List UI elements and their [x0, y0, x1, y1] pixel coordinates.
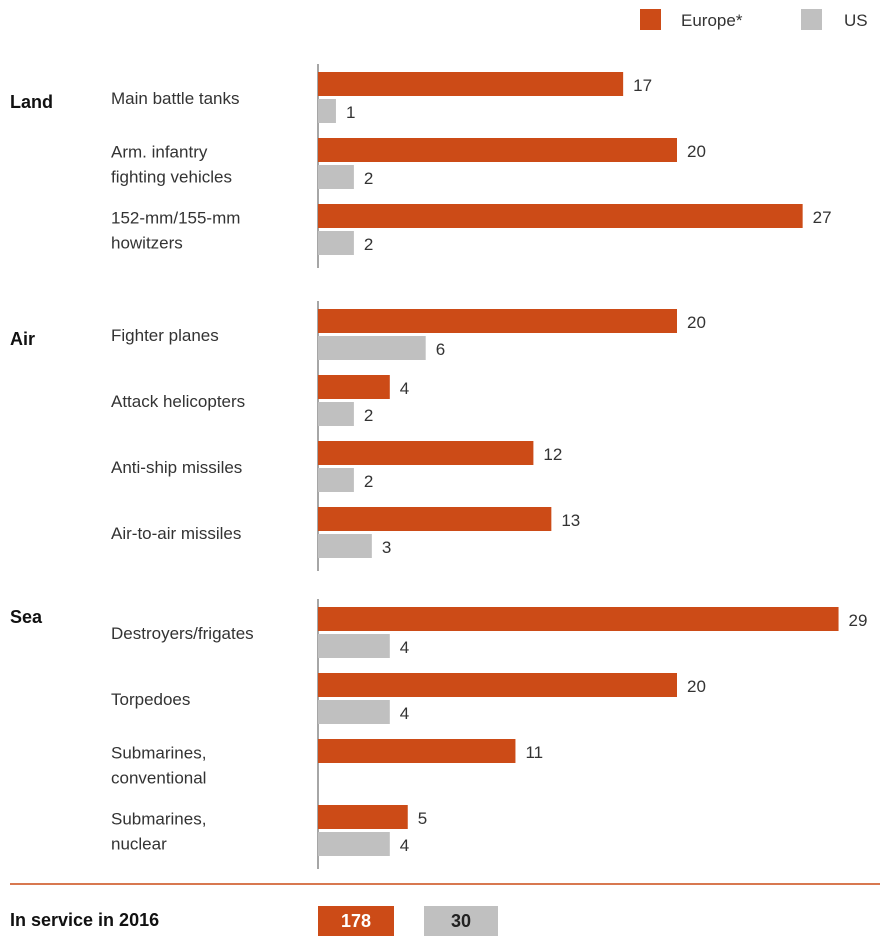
category-label: Arm. infantry [111, 143, 208, 162]
bar-europe [318, 805, 408, 829]
bar-europe [318, 673, 677, 697]
bar-us [318, 165, 354, 189]
value-label-europe: 29 [849, 611, 868, 630]
bar-europe [318, 204, 803, 228]
category-label: 152-mm/155-mm [111, 209, 240, 228]
value-label-us: 2 [364, 406, 373, 425]
category-label: Main battle tanks [111, 89, 240, 108]
bar-us [318, 634, 390, 658]
legend-swatch-europe [640, 9, 661, 30]
value-label-europe: 12 [543, 445, 562, 464]
category-label: nuclear [111, 835, 167, 854]
value-label-europe: 20 [687, 313, 706, 332]
legend-swatch-us [801, 9, 822, 30]
value-label-europe: 27 [813, 208, 832, 227]
category-label: Air-to-air missiles [111, 524, 241, 543]
total-label: In service in 2016 [10, 910, 159, 930]
bar-europe [318, 72, 624, 96]
bar-us [318, 832, 390, 856]
total-badge-us [424, 906, 498, 936]
bar-europe [318, 138, 677, 162]
bar-europe [318, 739, 516, 763]
value-label-us: 4 [400, 836, 409, 855]
value-label-us: 2 [364, 472, 373, 491]
category-label: Submarines, [111, 744, 206, 763]
group-label-air: Air [10, 329, 35, 349]
value-label-europe: 17 [633, 76, 652, 95]
bar-europe [318, 441, 534, 465]
total-value-us: 30 [451, 911, 471, 931]
category-label: Destroyers/frigates [111, 624, 254, 643]
value-label-us: 3 [382, 538, 391, 557]
bar-europe [318, 507, 552, 531]
category-label: Torpedoes [111, 690, 190, 709]
bar-europe [318, 375, 390, 399]
bar-europe [318, 309, 677, 333]
group-label-sea: Sea [10, 607, 43, 627]
value-label-europe: 20 [687, 677, 706, 696]
value-label-europe: 5 [418, 809, 427, 828]
category-label: conventional [111, 769, 206, 788]
bar-us [318, 402, 354, 426]
bar-us [318, 231, 354, 255]
bar-europe [318, 607, 839, 631]
value-label-us: 1 [346, 103, 355, 122]
bar-us [318, 534, 372, 558]
category-label: Anti-ship missiles [111, 458, 242, 477]
category-label: fighting vehicles [111, 168, 232, 187]
bar-us [318, 336, 426, 360]
total-badge-europe [318, 906, 394, 936]
bar-us [318, 468, 354, 492]
value-label-europe: 4 [400, 379, 409, 398]
category-label: Fighter planes [111, 326, 219, 345]
value-label-us: 4 [400, 638, 409, 657]
value-label-us: 4 [400, 704, 409, 723]
value-label-us: 2 [364, 235, 373, 254]
total-value-europe: 178 [341, 911, 371, 931]
value-label-us: 2 [364, 169, 373, 188]
value-label-us: 6 [436, 340, 445, 359]
bar-us [318, 700, 390, 724]
bar-us [318, 99, 336, 123]
category-label: howitzers [111, 234, 183, 253]
value-label-europe: 11 [525, 743, 543, 762]
legend-label-us: US [844, 11, 868, 30]
category-label: Submarines, [111, 810, 206, 829]
value-label-europe: 13 [561, 511, 580, 530]
legend-label-europe: Europe* [681, 11, 743, 30]
value-label-europe: 20 [687, 142, 706, 161]
category-label: Attack helicopters [111, 392, 245, 411]
group-label-land: Land [10, 92, 53, 112]
